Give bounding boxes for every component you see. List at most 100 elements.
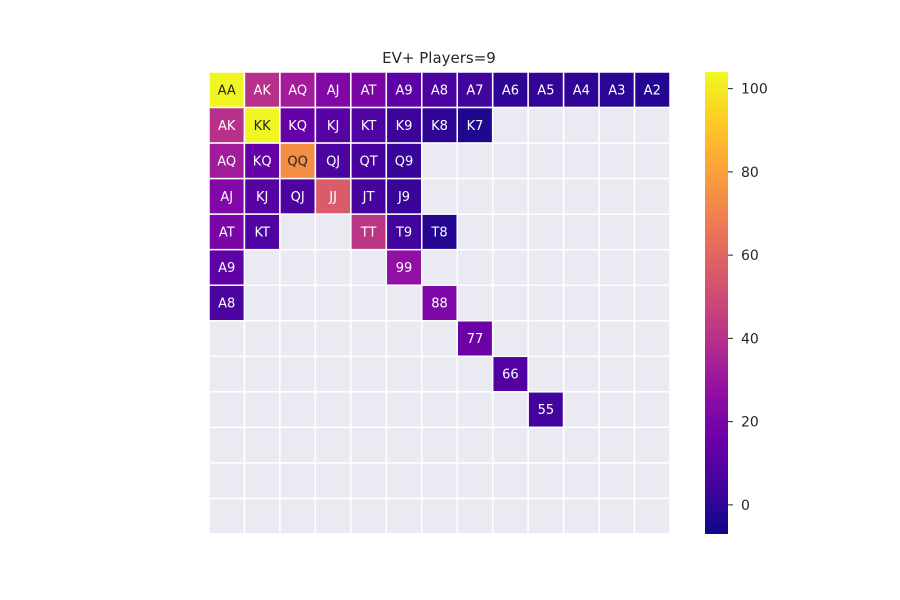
colorbar-tick-label: 40 (741, 331, 759, 347)
heatmap-cell-empty (633, 426, 671, 464)
heatmap-cell-t9 (385, 213, 423, 251)
heatmap-cell-label: K7 (467, 119, 484, 134)
heatmap-cell-empty (598, 462, 636, 500)
heatmap-cell-empty (421, 320, 458, 358)
heatmap-cell-empty (633, 248, 671, 286)
heatmap-cell-empty (562, 497, 600, 535)
heatmap-cell-empty (633, 320, 671, 358)
heatmap-cell-empty (243, 497, 281, 535)
colorbar-tick-label: 100 (741, 82, 768, 98)
heatmap-cell-empty (243, 284, 281, 322)
heatmap-cell-empty (527, 106, 565, 144)
heatmap-cell-label: A8 (218, 297, 235, 312)
heatmap-cell-empty (633, 284, 671, 322)
heatmap-cell-empty (456, 462, 494, 500)
heatmap-cell-label: QT (359, 154, 377, 169)
chart-title: EV+ Players=9 (382, 49, 496, 67)
heatmap-cell-label: A6 (502, 83, 519, 98)
heatmap-cell-empty (385, 355, 423, 393)
heatmap-cell-empty (350, 497, 388, 535)
colorbar-gradient (705, 72, 728, 534)
heatmap-cell-empty (633, 462, 671, 500)
heatmap-cell-label: A5 (537, 83, 554, 98)
heatmap-cell-empty (385, 462, 423, 500)
heatmap-cell-label: AT (361, 83, 377, 98)
heatmap-cell-kj (314, 106, 352, 144)
heatmap-cell-empty (491, 248, 529, 286)
heatmap-cell-empty (491, 391, 529, 429)
heatmap-cell-empty (279, 497, 317, 535)
heatmap-cell-empty (562, 248, 600, 286)
heatmap-cell-empty (456, 355, 494, 393)
heatmap-cell-empty (208, 391, 246, 429)
heatmap-cell-empty (527, 177, 565, 215)
heatmap-cell-label: Q9 (395, 154, 414, 169)
heatmap-cell-label: AJ (220, 190, 233, 205)
heatmap-grid: AA AK AQ AJ AT A9 A8 A7 A6 A5 A4 A3 A2 AK KK KQ KJ KT K9 K8… (208, 71, 671, 535)
heatmap-cell-aq (208, 142, 246, 180)
heatmap-cell-empty (633, 142, 671, 180)
heatmap-cell-empty (314, 497, 352, 535)
heatmap-cell-empty (491, 497, 529, 535)
heatmap-cell-empty (350, 355, 388, 393)
heatmap-cell-label: T9 (395, 225, 412, 240)
heatmap-cell-empty (598, 177, 636, 215)
heatmap-cell-label: 77 (467, 332, 484, 347)
heatmap-cell-55 (527, 391, 565, 429)
heatmap-cell-empty (491, 106, 529, 144)
heatmap-cell-a7 (456, 71, 494, 109)
heatmap-cell-empty (208, 320, 246, 358)
heatmap-cell-empty (421, 391, 458, 429)
heatmap-cell-empty (243, 355, 281, 393)
heatmap-cell-empty (279, 248, 317, 286)
heatmap-cell-label: AJ (327, 83, 340, 98)
heatmap-cell-empty (279, 391, 317, 429)
heatmap-cell-empty (243, 391, 281, 429)
heatmap-cell-tt (350, 213, 388, 251)
heatmap-cell-empty (633, 106, 671, 144)
heatmap-cell-empty (314, 284, 352, 322)
heatmap-cell-empty (421, 248, 458, 286)
heatmap-cell-label: K9 (396, 119, 413, 134)
heatmap-cell-label: KJ (327, 119, 339, 134)
heatmap-cell-label: 66 (502, 368, 519, 383)
heatmap-cell-empty (314, 355, 352, 393)
heatmap-cell-empty (491, 213, 529, 251)
heatmap-cell-k9 (385, 106, 423, 144)
heatmap-cell-empty (598, 320, 636, 358)
heatmap-cell-empty (421, 426, 458, 464)
heatmap-cell-label: QJ (326, 154, 340, 169)
heatmap-cell-label: KT (361, 119, 377, 134)
heatmap-cell-empty (598, 142, 636, 180)
heatmap-cell-empty (456, 284, 494, 322)
heatmap-cell-label: A4 (573, 83, 590, 98)
heatmap-cell-empty (314, 391, 352, 429)
heatmap-cell-empty (598, 355, 636, 393)
colorbar-ticks: 0 20 40 60 80 100 (728, 82, 768, 514)
heatmap-cell-ak (208, 106, 246, 144)
heatmap-cell-empty (456, 213, 494, 251)
heatmap-cell-empty (527, 426, 565, 464)
heatmap-cell-empty (279, 462, 317, 500)
heatmap-cell-empty (350, 248, 388, 286)
colorbar-tick-label: 20 (741, 415, 759, 431)
heatmap-cell-empty (208, 426, 246, 464)
heatmap-cell-empty (243, 462, 281, 500)
heatmap-cell-empty (527, 213, 565, 251)
heatmap-cell-empty (598, 284, 636, 322)
heatmap-cell-label: 99 (396, 261, 413, 276)
heatmap-cell-label: J9 (397, 190, 410, 205)
heatmap-cell-label: TT (360, 225, 377, 240)
heatmap-cell-q9 (385, 142, 423, 180)
heatmap-cell-empty (421, 142, 458, 180)
heatmap-cell-empty (527, 142, 565, 180)
heatmap-cell-empty (562, 213, 600, 251)
heatmap-cell-jj (314, 177, 352, 215)
heatmap-cell-label: QJ (291, 190, 305, 205)
heatmap-cell-empty (208, 497, 246, 535)
heatmap-cell-empty (385, 320, 423, 358)
heatmap-cell-a5 (527, 71, 565, 109)
heatmap-cell-empty (527, 248, 565, 286)
heatmap-cell-label: KT (254, 225, 270, 240)
